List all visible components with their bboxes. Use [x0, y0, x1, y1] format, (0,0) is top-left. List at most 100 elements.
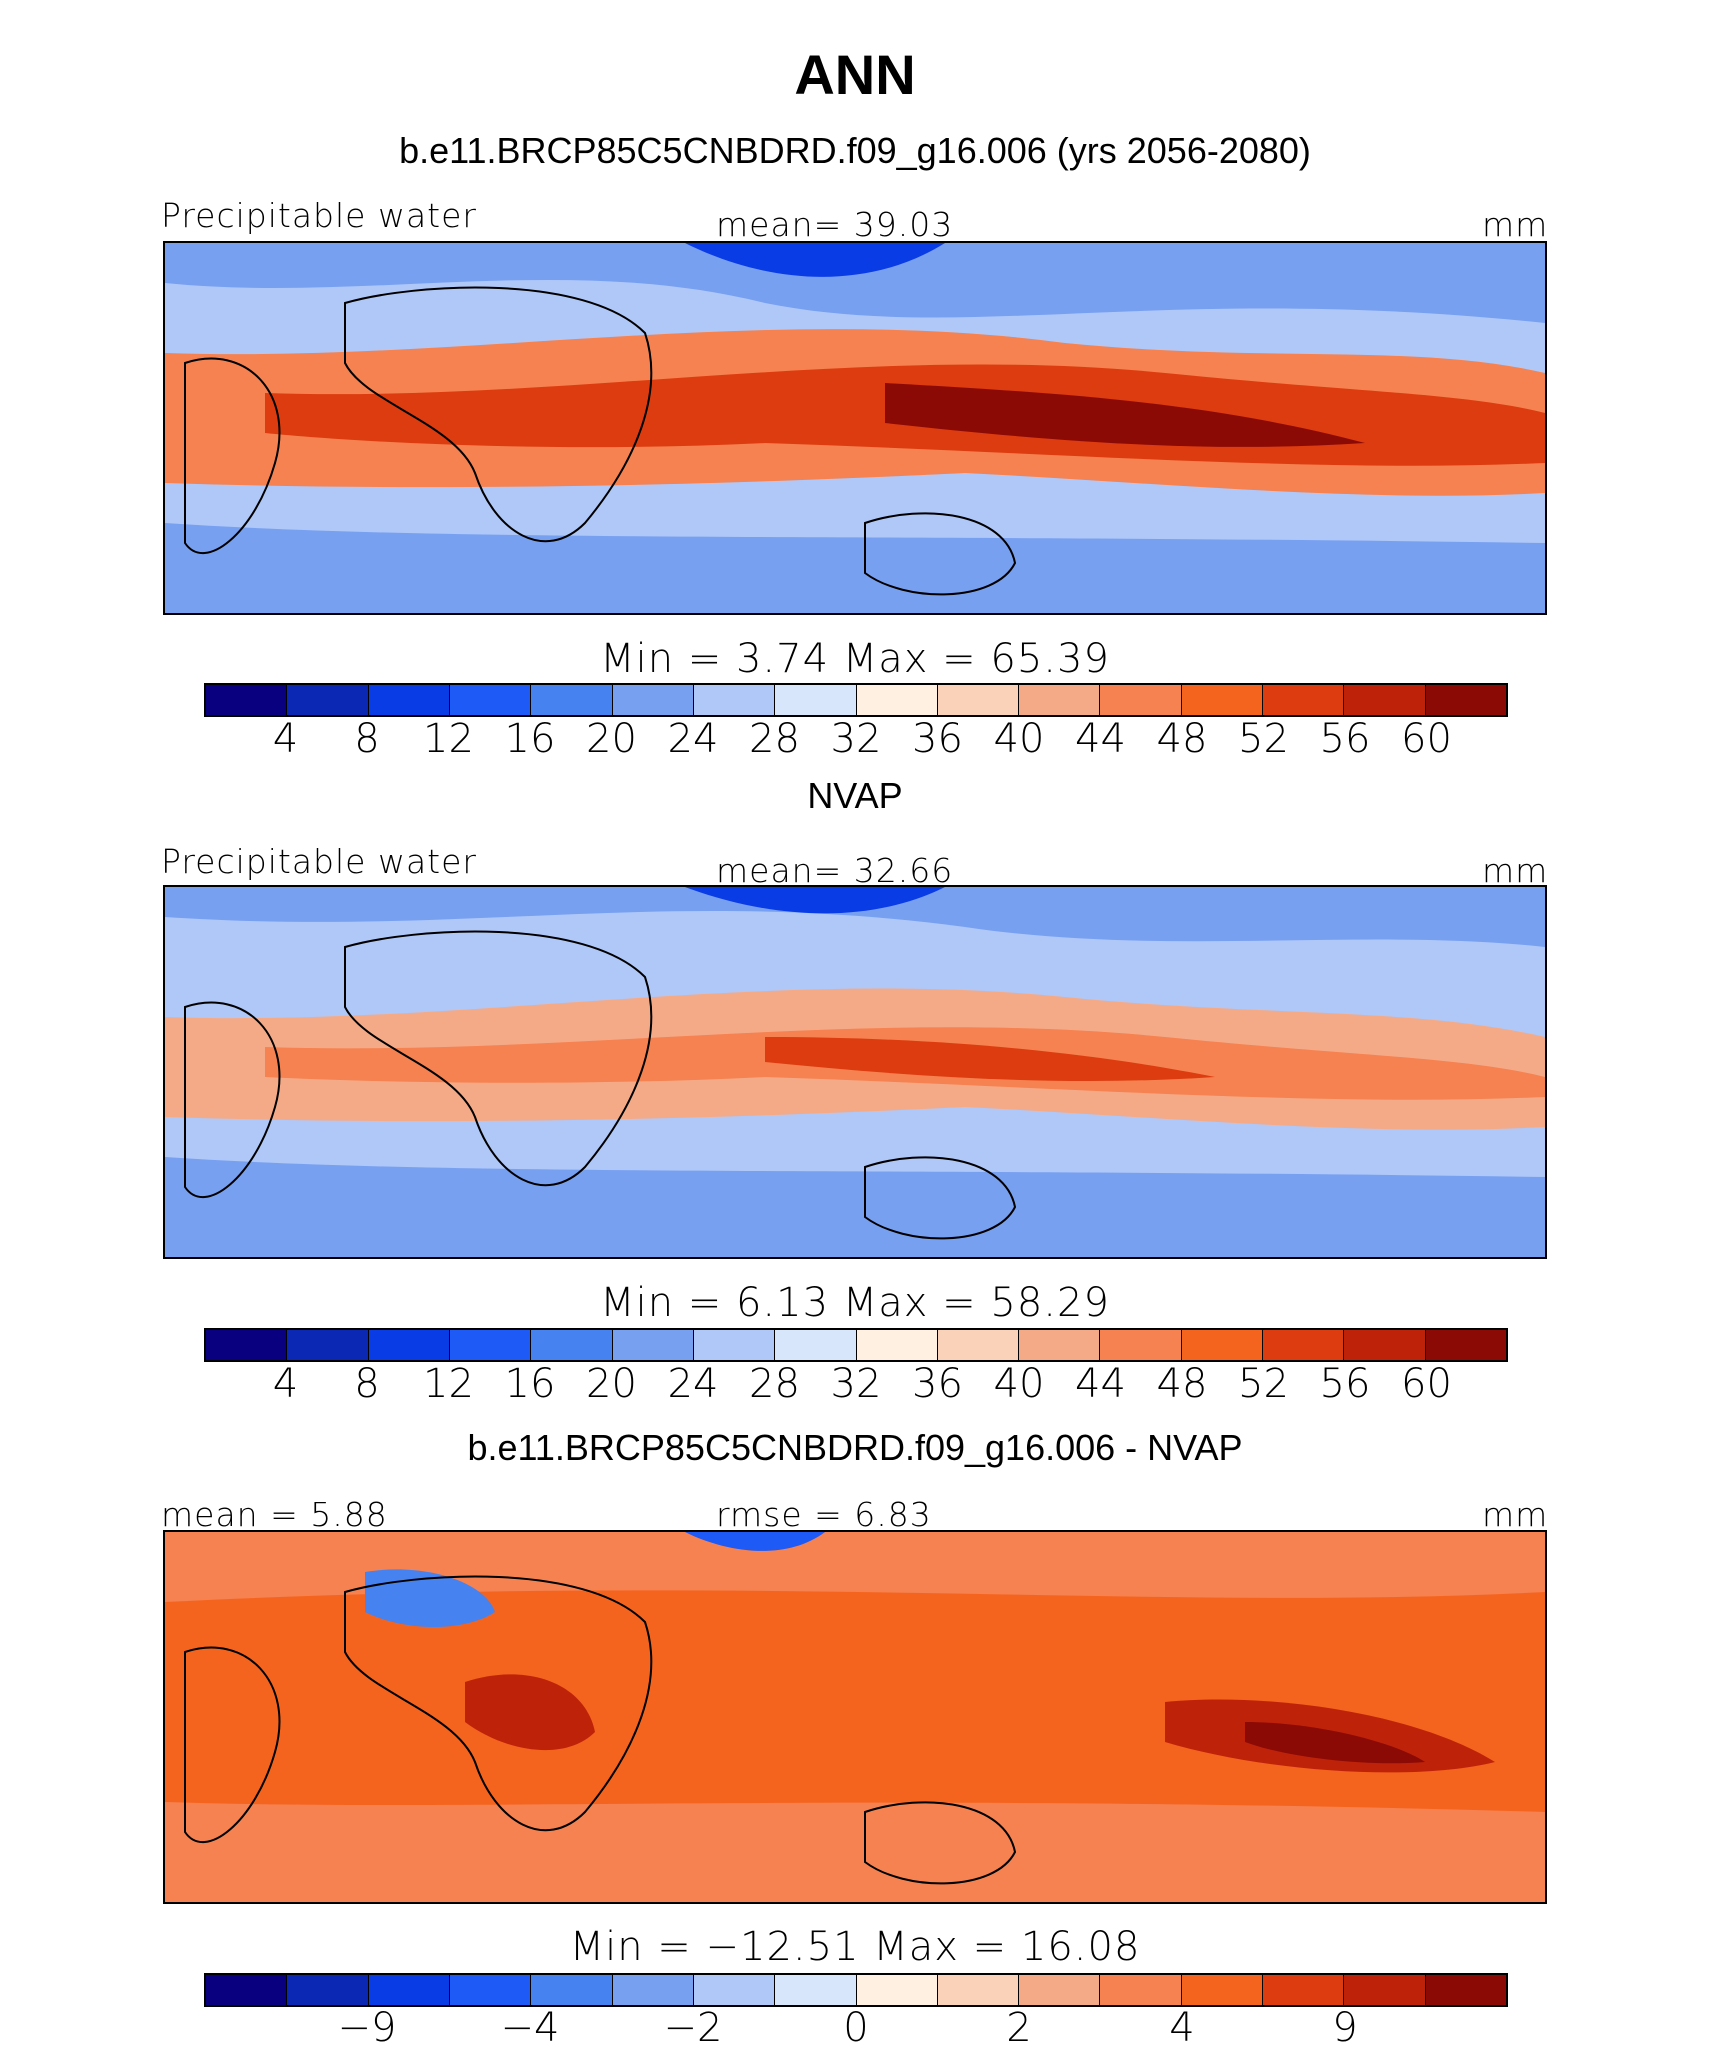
colorbar-tick-label: 16: [504, 1361, 556, 1407]
colorbar-swatch: [1181, 685, 1264, 715]
colorbar-tick-label: 2: [1006, 2005, 1032, 2051]
colorbar-swatch: [937, 1975, 1020, 2005]
colorbar-tick-label: −2: [663, 2005, 723, 2051]
panel-2-variable-label: Precipitable water: [161, 842, 477, 881]
colorbar-tick-label: 12: [423, 1361, 474, 1407]
colorbar-tick-label: 4: [272, 716, 299, 762]
panel-3-units-label: mm: [1482, 1495, 1549, 1534]
colorbar-tick-label: 9: [1332, 2005, 1358, 2051]
colorbar-tick-label: 4: [272, 1361, 299, 1407]
colorbar-swatch: [1181, 1330, 1264, 1360]
colorbar-tick-label: 32: [830, 716, 882, 762]
colorbar-tick-label: 24: [667, 716, 719, 762]
panel-3-mean-label: mean = 5.88: [161, 1495, 388, 1534]
colorbar-tick-label: 12: [423, 716, 474, 762]
colorbar-tick-label: 8: [354, 1361, 380, 1407]
colorbar-tick-label: 56: [1319, 716, 1371, 762]
colorbar-swatch: [1019, 685, 1101, 715]
colorbar-tick-label: 60: [1401, 716, 1452, 762]
panel-3-map: [163, 1530, 1547, 1904]
colorbar-tick-label: 48: [1156, 716, 1208, 762]
panel-2-subtitle: NVAP: [807, 775, 903, 816]
colorbar-swatch: [1344, 685, 1426, 715]
colorbar-swatch: [856, 685, 938, 715]
colorbar-swatch: [1100, 1330, 1182, 1360]
panel-2-colorbar: [204, 1328, 1508, 1362]
panel-2-units-label: mm: [1482, 851, 1549, 890]
colorbar-swatch: [693, 1975, 776, 2005]
panel-2-mean-label: mean= 32.66: [716, 851, 954, 890]
colorbar-swatch: [693, 685, 776, 715]
colorbar-swatch: [1344, 1330, 1426, 1360]
colorbar-swatch: [1100, 685, 1182, 715]
colorbar-swatch: [937, 685, 1020, 715]
colorbar-swatch: [287, 1975, 369, 2005]
panel-1-map: [163, 241, 1547, 615]
colorbar-tick-label: 48: [1156, 1361, 1208, 1407]
panel-1-units-label: mm: [1482, 205, 1549, 244]
colorbar-swatch: [206, 685, 288, 715]
colorbar-tick-label: −4: [500, 2005, 560, 2051]
colorbar-swatch: [856, 1330, 938, 1360]
colorbar-swatch: [206, 1330, 288, 1360]
colorbar-swatch: [775, 1975, 857, 2005]
colorbar-swatch: [1263, 1330, 1345, 1360]
panel-1-mean-label: mean= 39.03: [716, 205, 954, 244]
colorbar-tick-label: 40: [993, 1361, 1045, 1407]
colorbar-swatch: [368, 1975, 450, 2005]
colorbar-swatch: [612, 1330, 694, 1360]
colorbar-swatch: [775, 685, 857, 715]
colorbar-swatch: [449, 1330, 532, 1360]
panel-1-subtitle: b.e11.BRCP85C5CNBDRD.f09_g16.006 (yrs 20…: [399, 130, 1311, 171]
colorbar-swatch: [368, 1330, 450, 1360]
colorbar-tick-label: 36: [912, 716, 963, 762]
colorbar-swatch: [937, 1330, 1020, 1360]
panel-2-minmax: Min = 6.13 Max = 58.29: [600, 1280, 1110, 1326]
colorbar-tick-label: 52: [1238, 716, 1289, 762]
colorbar-tick-label: 20: [586, 716, 637, 762]
panel-2-colorbar-ticks: 4 8 12 16 20 24 28 32 36 40 44 48 52 56 60: [0, 1361, 1710, 1411]
colorbar-swatch: [775, 1330, 857, 1360]
colorbar-tick-label: 8: [354, 716, 380, 762]
colorbar-swatch: [287, 1330, 369, 1360]
panel-1-map-svg: [165, 243, 1545, 613]
colorbar-swatch: [449, 1975, 532, 2005]
colorbar-swatch: [449, 685, 532, 715]
colorbar-swatch: [1263, 685, 1345, 715]
colorbar-tick-label: 28: [749, 1361, 800, 1407]
colorbar-tick-label: 20: [586, 1361, 637, 1407]
colorbar-tick-label: 60: [1401, 1361, 1452, 1407]
colorbar-tick-label: 44: [1075, 1361, 1126, 1407]
panel-2-map: [163, 885, 1547, 1259]
colorbar-tick-label: 36: [912, 1361, 963, 1407]
panel-1-minmax: Min = 3.74 Max = 65.39: [600, 636, 1110, 682]
colorbar-swatch: [612, 1975, 694, 2005]
colorbar-swatch: [1019, 1330, 1101, 1360]
panel-2-map-svg: [165, 887, 1545, 1257]
colorbar-tick-label: 28: [749, 716, 800, 762]
colorbar-swatch: [612, 685, 694, 715]
colorbar-swatch: [1425, 1330, 1506, 1360]
colorbar-tick-label: 44: [1075, 716, 1126, 762]
colorbar-swatch: [856, 1975, 938, 2005]
colorbar-swatch: [368, 685, 450, 715]
colorbar-swatch: [531, 1330, 613, 1360]
colorbar-swatch: [531, 685, 613, 715]
colorbar-swatch: [1019, 1975, 1101, 2005]
figure-title: ANN: [794, 43, 916, 106]
colorbar-tick-label: 40: [993, 716, 1045, 762]
colorbar-swatch: [287, 685, 369, 715]
panel-1-variable-label: Precipitable water: [161, 196, 477, 235]
colorbar-swatch: [1100, 1975, 1182, 2005]
colorbar-tick-label: 32: [830, 1361, 882, 1407]
panel-3-subtitle: b.e11.BRCP85C5CNBDRD.f09_g16.006 - NVAP: [467, 1427, 1243, 1468]
panel-3-map-svg: [165, 1532, 1545, 1902]
panel-3-colorbar-ticks: −9 −4 −2 0 2 4 9: [0, 2005, 1710, 2055]
colorbar-tick-label: 56: [1319, 1361, 1371, 1407]
panel-1-colorbar-ticks: 4 8 12 16 20 24 28 32 36 40 44 48 52 56 60: [0, 716, 1710, 766]
colorbar-tick-label: −9: [337, 2005, 397, 2051]
colorbar-tick-label: 24: [667, 1361, 719, 1407]
colorbar-swatch: [1425, 685, 1506, 715]
colorbar-swatch: [206, 1975, 288, 2005]
colorbar-swatch: [531, 1975, 613, 2005]
